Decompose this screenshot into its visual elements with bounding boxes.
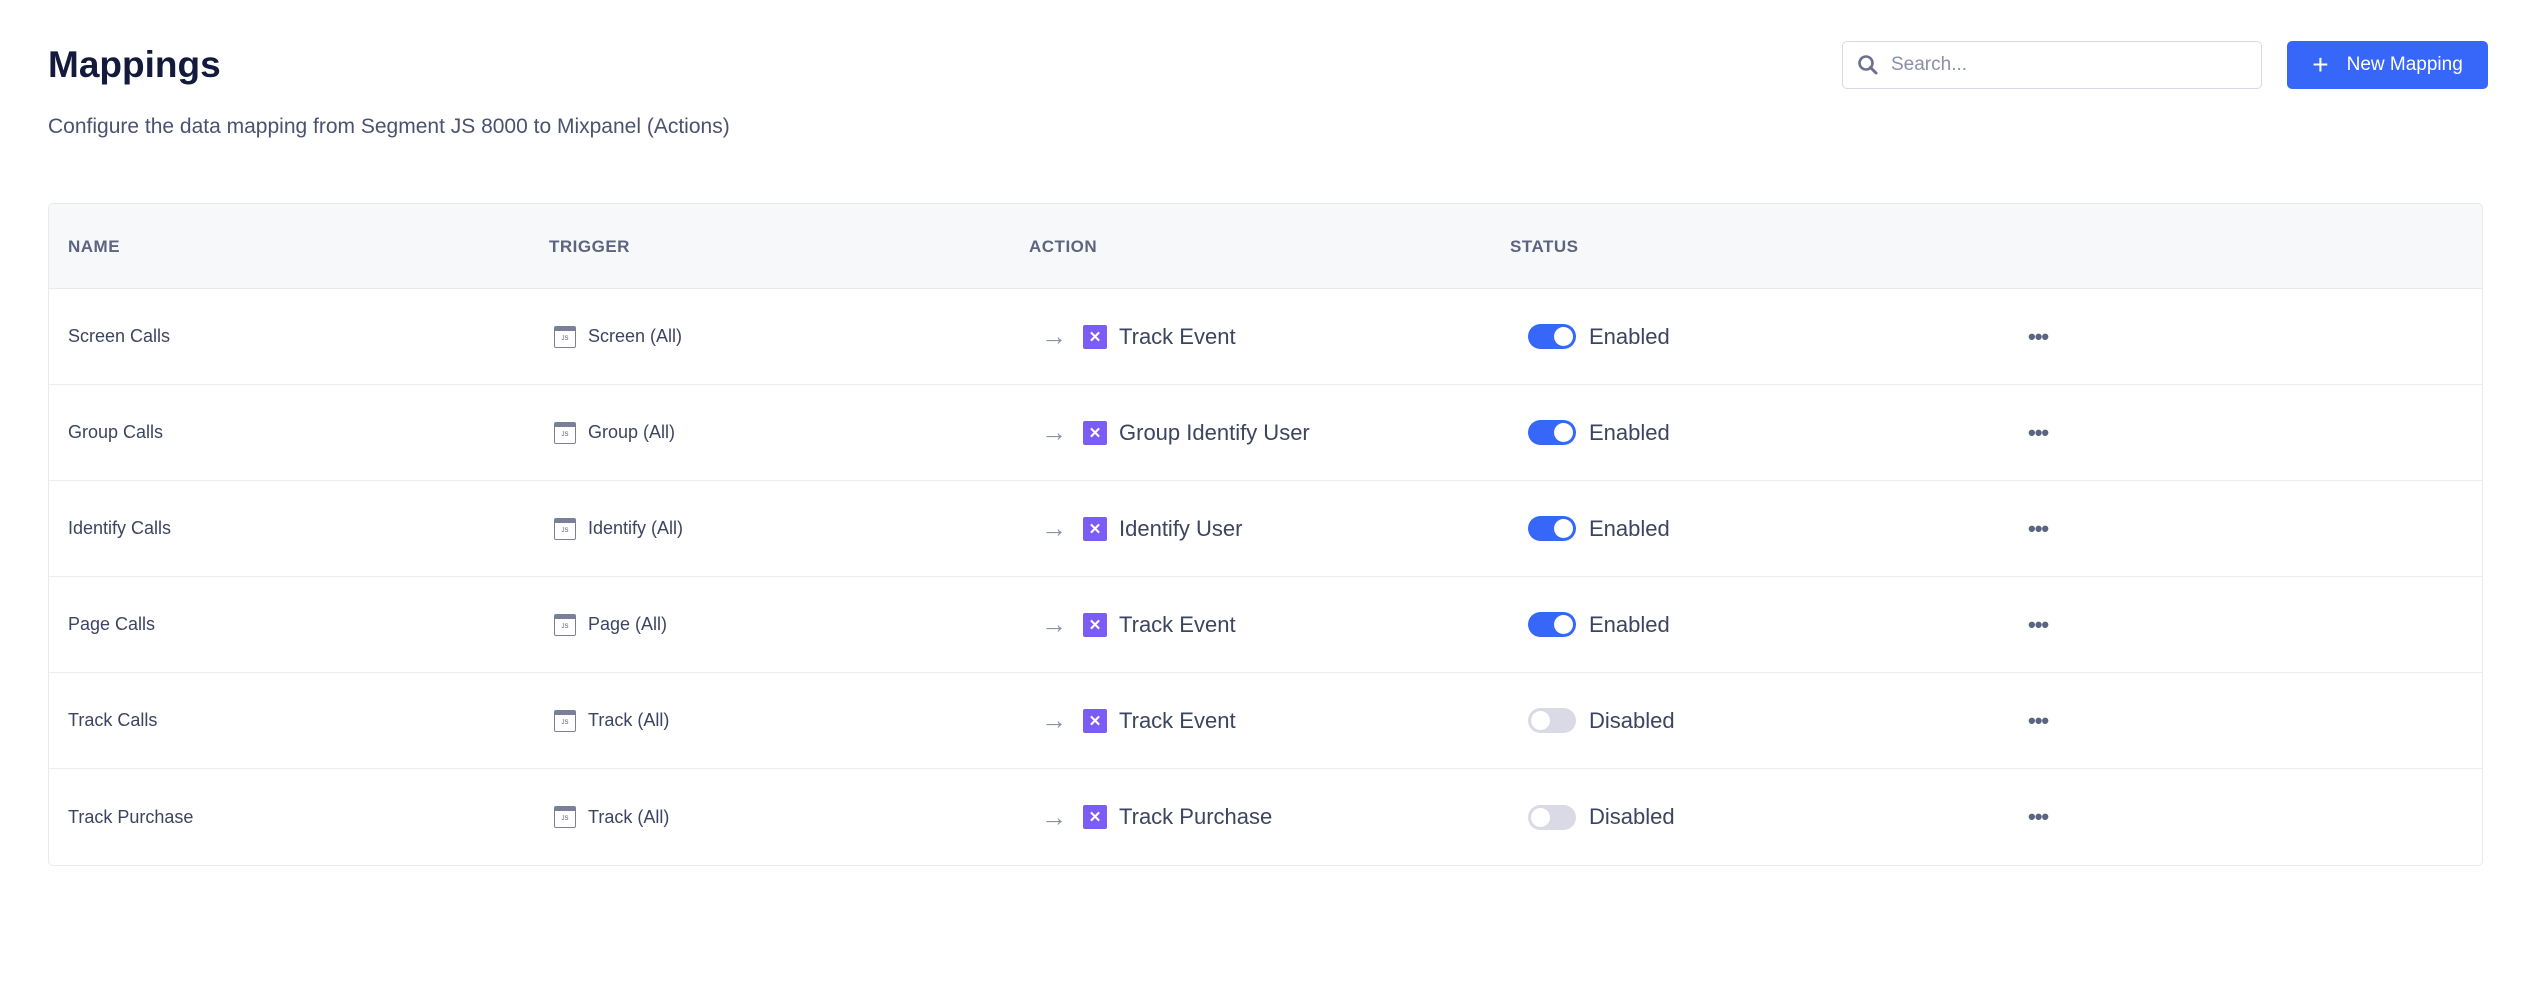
trigger-label: Track (All) — [588, 806, 670, 827]
table-row[interactable]: Identify Calls JS Identify (All) → ✕ Ide… — [49, 481, 2482, 577]
trigger-cell: JS Group (All) — [554, 385, 675, 480]
column-header-action: ACTION — [1029, 237, 1098, 256]
status-label: Disabled — [1589, 804, 1675, 829]
more-options-icon[interactable]: ••• — [2028, 515, 2049, 541]
status-label: Enabled — [1589, 323, 1670, 349]
mapping-name: Track Purchase — [68, 806, 194, 827]
trigger-cell: JS Track (All) — [554, 769, 669, 865]
action-label: Identify User — [1119, 515, 1243, 541]
more-options-icon[interactable]: ••• — [2028, 611, 2049, 637]
mixpanel-icon: ✕ — [1083, 612, 1107, 637]
page-title: Mappings — [48, 44, 221, 85]
page-subtitle: Configure the data mapping from Segment … — [48, 115, 730, 138]
javascript-source-icon: JS — [554, 517, 576, 540]
action-cell: → ✕ Track Event — [1041, 577, 1236, 672]
search-box[interactable] — [1842, 41, 2262, 89]
status-label: Disabled — [1589, 707, 1675, 733]
javascript-source-icon: JS — [554, 806, 576, 828]
status-cell: Enabled — [1528, 289, 1670, 384]
trigger-label: Screen (All) — [588, 326, 683, 346]
status-toggle[interactable] — [1528, 708, 1576, 733]
action-cell: → ✕ Group Identify User — [1041, 385, 1310, 480]
more-options-icon[interactable]: ••• — [2028, 707, 2049, 733]
table-row[interactable]: Screen Calls JS Screen (All) → ✕ Track E… — [49, 289, 2482, 385]
mixpanel-icon: ✕ — [1083, 324, 1107, 349]
mappings-table: NAME TRIGGER ACTION STATUS Screen Calls … — [48, 203, 2483, 866]
trigger-label: Group (All) — [588, 422, 676, 442]
table-header: NAME TRIGGER ACTION STATUS — [49, 204, 2482, 289]
column-header-trigger: TRIGGER — [549, 237, 630, 256]
status-cell: Disabled — [1528, 769, 1675, 865]
column-header-name: NAME — [68, 237, 121, 256]
plus-icon: + — [2312, 49, 2329, 80]
table-row[interactable]: Track Calls JS Track (All) → ✕ Track Eve… — [49, 673, 2482, 769]
new-mapping-button[interactable]: + New Mapping — [2287, 41, 2488, 89]
status-toggle[interactable] — [1528, 324, 1576, 349]
arrow-right-icon: → — [1041, 513, 1067, 543]
trigger-label: Page (All) — [588, 614, 668, 634]
arrow-right-icon: → — [1041, 801, 1067, 832]
status-label: Enabled — [1589, 515, 1670, 541]
toggle-knob — [1554, 327, 1573, 346]
status-toggle[interactable] — [1528, 516, 1576, 541]
more-options-icon[interactable]: ••• — [2028, 419, 2049, 445]
action-cell: → ✕ Track Event — [1041, 289, 1236, 384]
mixpanel-icon: ✕ — [1083, 516, 1107, 541]
action-cell: → ✕ Track Purchase — [1041, 769, 1272, 865]
more-options-icon[interactable]: ••• — [2028, 323, 2049, 349]
javascript-source-icon: JS — [554, 709, 576, 732]
arrow-right-icon: → — [1041, 417, 1067, 447]
javascript-source-icon: JS — [554, 613, 576, 636]
mixpanel-icon: ✕ — [1083, 805, 1107, 829]
action-label: Track Event — [1119, 611, 1236, 637]
status-cell: Enabled — [1528, 577, 1670, 672]
toggle-knob — [1531, 711, 1550, 730]
javascript-source-icon: JS — [554, 421, 576, 444]
status-toggle[interactable] — [1528, 804, 1576, 830]
javascript-source-icon: JS — [554, 325, 576, 348]
action-label: Track Event — [1119, 707, 1236, 733]
toggle-knob — [1554, 519, 1573, 538]
trigger-cell: JS Page (All) — [554, 577, 667, 672]
trigger-cell: JS Track (All) — [554, 673, 669, 768]
mapping-name: Identify Calls — [68, 518, 172, 538]
action-label: Track Event — [1119, 323, 1236, 349]
action-cell: → ✕ Track Event — [1041, 673, 1236, 768]
trigger-cell: JS Identify (All) — [554, 481, 683, 576]
action-label: Track Purchase — [1119, 804, 1273, 829]
status-label: Enabled — [1589, 419, 1670, 445]
mixpanel-icon: ✕ — [1083, 420, 1107, 445]
arrow-right-icon: → — [1041, 609, 1067, 639]
mapping-name: Group Calls — [68, 422, 164, 442]
status-toggle[interactable] — [1528, 420, 1576, 445]
action-label: Group Identify User — [1119, 419, 1310, 445]
mixpanel-icon: ✕ — [1083, 708, 1107, 733]
table-row[interactable]: Group Calls JS Group (All) → ✕ Group Ide… — [49, 385, 2482, 481]
status-cell: Enabled — [1528, 385, 1670, 480]
mapping-name: Page Calls — [68, 614, 156, 634]
trigger-label: Identify (All) — [588, 518, 684, 538]
toggle-knob — [1554, 423, 1573, 442]
status-cell: Enabled — [1528, 481, 1670, 576]
mapping-name: Screen Calls — [68, 326, 171, 346]
action-cell: → ✕ Identify User — [1041, 481, 1243, 576]
status-toggle[interactable] — [1528, 612, 1576, 637]
table-row[interactable]: Page Calls JS Page (All) → ✕ Track Event… — [49, 577, 2482, 673]
toggle-knob — [1554, 615, 1573, 634]
trigger-cell: JS Screen (All) — [554, 289, 682, 384]
table-row[interactable]: Track Purchase JS Track (All) → ✕ Track … — [49, 769, 2482, 865]
mapping-name: Track Calls — [68, 710, 158, 730]
column-header-status: STATUS — [1510, 237, 1579, 256]
search-input[interactable] — [1891, 54, 2251, 76]
status-label: Enabled — [1589, 611, 1670, 637]
new-mapping-label: New Mapping — [2346, 54, 2463, 75]
arrow-right-icon: → — [1041, 705, 1067, 735]
search-icon — [1858, 55, 1878, 75]
trigger-label: Track (All) — [588, 710, 670, 730]
more-options-icon[interactable]: ••• — [2028, 804, 2049, 829]
status-cell: Disabled — [1528, 673, 1675, 768]
arrow-right-icon: → — [1041, 321, 1067, 351]
toggle-knob — [1531, 807, 1550, 827]
